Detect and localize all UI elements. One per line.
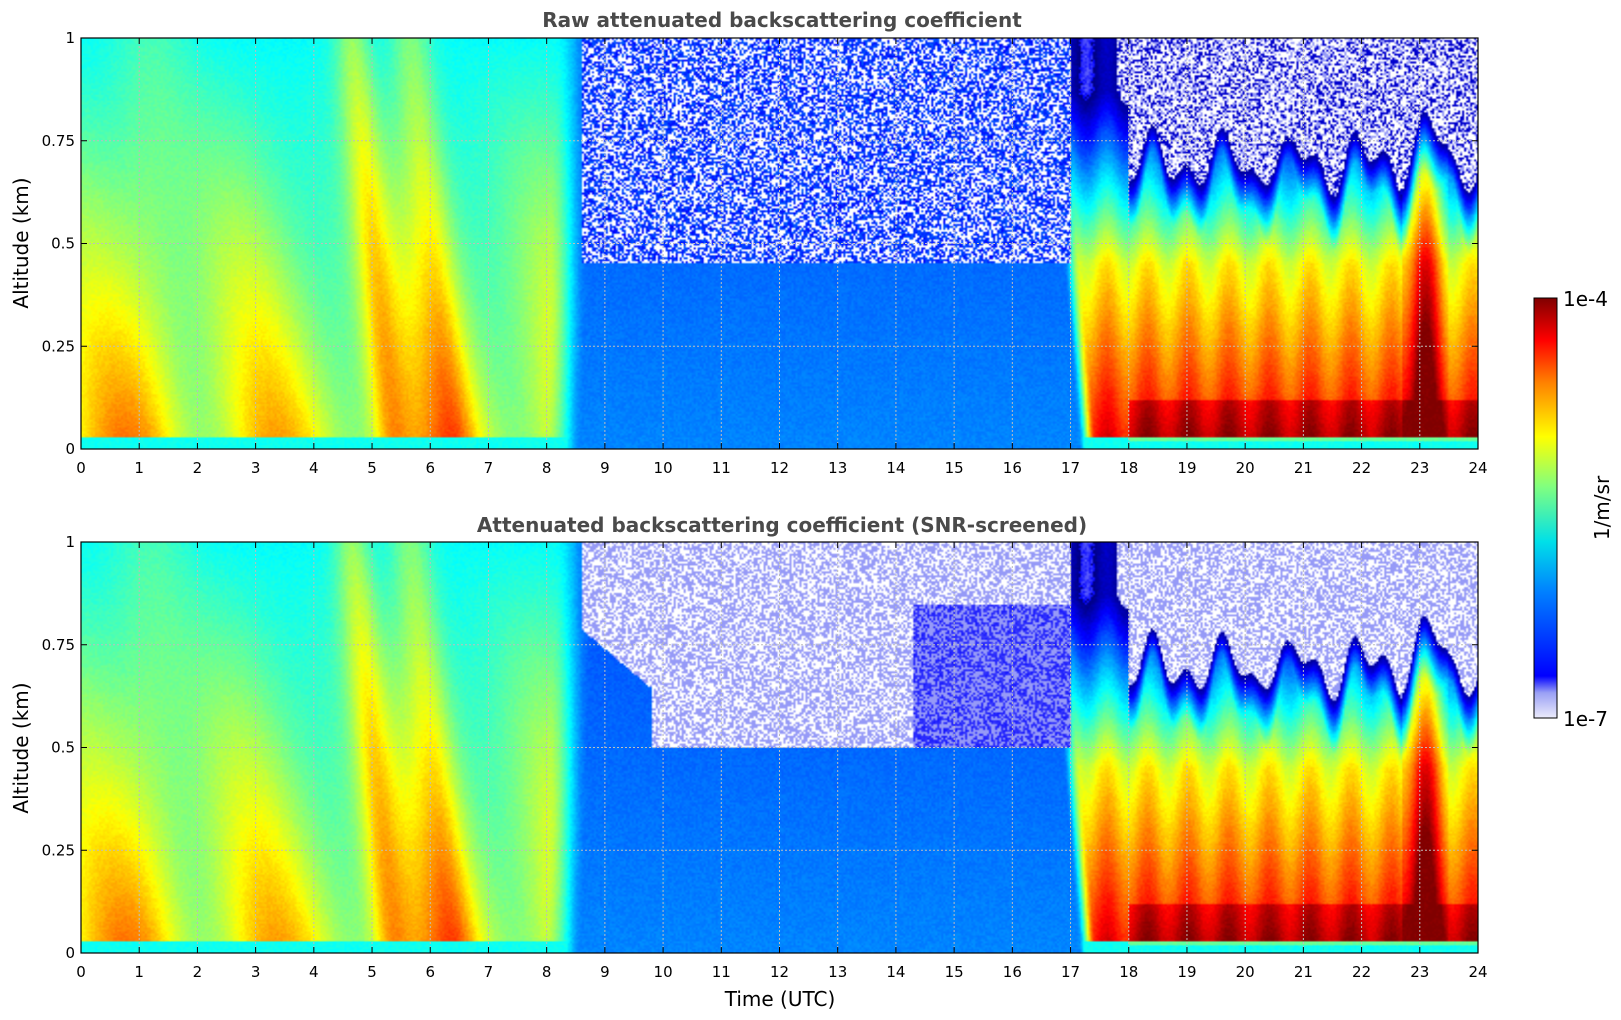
raw-backscatter-panel: Raw attenuated backscattering coefficien… — [9, 8, 1488, 477]
y-tick-label: 0.75 — [42, 636, 75, 654]
x-tick-label: 18 — [1119, 459, 1138, 477]
x-axis-label: Time (UTC) — [724, 987, 836, 1011]
x-tick-label: 0 — [76, 459, 86, 477]
x-tick-label: 19 — [1177, 963, 1196, 981]
screened-y-axis: 0 0.25 0.5 0.75 1 — [42, 533, 1478, 962]
x-tick-label: 2 — [193, 963, 203, 981]
x-tick-label: 17 — [1061, 459, 1080, 477]
raw-x-axis: 0 1 2 3 4 5 6 7 8 9 10 11 12 13 14 15 16 17 18 19 20 21 22 23 24 — [76, 38, 1488, 477]
x-tick-label: 9 — [600, 963, 610, 981]
x-tick-label: 11 — [712, 459, 731, 477]
screened-panel-title: Attenuated backscattering coefficient (S… — [477, 513, 1087, 537]
x-tick-label: 8 — [542, 459, 552, 477]
y-tick-label: 0 — [65, 440, 75, 458]
x-tick-label: 24 — [1468, 459, 1487, 477]
y-tick-label: 0.75 — [42, 132, 75, 150]
x-tick-label: 6 — [425, 459, 435, 477]
x-tick-label: 16 — [1003, 459, 1022, 477]
raw-y-axis: 0 0.25 0.5 0.75 1 — [42, 29, 1478, 458]
colorbar-unit-label: 1/m/sr — [1590, 475, 1614, 540]
x-tick-label: 23 — [1410, 963, 1429, 981]
y-tick-label: 0.25 — [42, 841, 75, 859]
x-tick-label: 8 — [542, 963, 552, 981]
y-tick-label: 0.5 — [51, 235, 75, 253]
y-tick-label: 1 — [65, 29, 75, 47]
x-tick-label: 17 — [1061, 963, 1080, 981]
screened-x-axis: 0 1 2 3 4 5 6 7 8 9 10 11 12 13 14 15 16 17 18 19 20 21 22 23 24 — [76, 542, 1488, 981]
x-tick-label: 3 — [251, 963, 261, 981]
x-tick-label: 7 — [484, 459, 494, 477]
y-tick-label: 0 — [65, 944, 75, 962]
x-tick-label: 13 — [828, 963, 847, 981]
x-tick-label: 14 — [886, 459, 905, 477]
y-tick-label: 1 — [65, 533, 75, 551]
x-tick-label: 1 — [134, 459, 144, 477]
x-tick-label: 13 — [828, 459, 847, 477]
colorbar-min-label: 1e-7 — [1563, 707, 1608, 731]
x-tick-label: 2 — [193, 459, 203, 477]
screened-grid — [81, 542, 1478, 953]
screened-backscatter-panel: Attenuated backscattering coefficient (S… — [9, 513, 1488, 1011]
x-tick-label: 6 — [425, 963, 435, 981]
x-tick-label: 4 — [309, 963, 319, 981]
x-tick-label: 0 — [76, 963, 86, 981]
raw-grid — [81, 38, 1478, 449]
x-tick-label: 12 — [770, 963, 789, 981]
x-tick-label: 19 — [1177, 459, 1196, 477]
x-tick-label: 18 — [1119, 963, 1138, 981]
screened-y-axis-label: Altitude (km) — [9, 682, 33, 813]
x-tick-label: 9 — [600, 459, 610, 477]
x-tick-label: 20 — [1236, 459, 1255, 477]
colorbar-scale — [1533, 297, 1558, 719]
x-tick-label: 7 — [484, 963, 494, 981]
raw-y-axis-label: Altitude (km) — [9, 177, 33, 308]
y-tick-label: 0.25 — [42, 337, 75, 355]
x-tick-label: 3 — [251, 459, 261, 477]
x-tick-label: 4 — [309, 459, 319, 477]
x-tick-label: 10 — [654, 963, 673, 981]
y-tick-label: 0.5 — [51, 739, 75, 757]
x-tick-label: 20 — [1236, 963, 1255, 981]
x-tick-label: 15 — [945, 459, 964, 477]
x-tick-label: 15 — [945, 963, 964, 981]
x-tick-label: 11 — [712, 963, 731, 981]
colorbar-max-label: 1e-4 — [1563, 287, 1608, 311]
x-tick-label: 12 — [770, 459, 789, 477]
x-tick-label: 21 — [1294, 963, 1313, 981]
x-tick-label: 14 — [886, 963, 905, 981]
x-tick-label: 16 — [1003, 963, 1022, 981]
x-tick-label: 10 — [654, 459, 673, 477]
x-tick-label: 22 — [1352, 963, 1371, 981]
x-tick-label: 5 — [367, 459, 377, 477]
x-tick-label: 22 — [1352, 459, 1371, 477]
x-tick-label: 1 — [134, 963, 144, 981]
x-tick-label: 21 — [1294, 459, 1313, 477]
colorbar: 1e-4 1e-7 1/m/sr — [1533, 287, 1614, 731]
x-tick-label: 5 — [367, 963, 377, 981]
x-tick-label: 23 — [1410, 459, 1429, 477]
x-tick-label: 24 — [1468, 963, 1487, 981]
raw-panel-title: Raw attenuated backscattering coefficien… — [542, 8, 1022, 32]
